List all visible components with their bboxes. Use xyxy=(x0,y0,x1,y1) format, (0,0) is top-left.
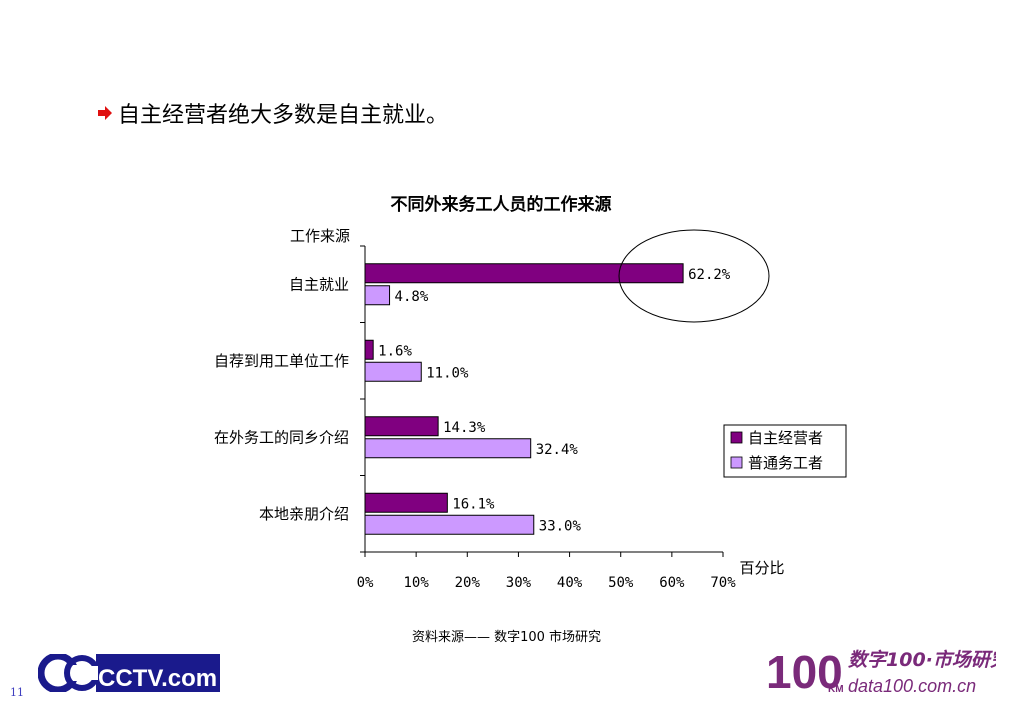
red-arrow-icon xyxy=(98,106,112,120)
source-note: 资料来源—— 数字100 市场研究 xyxy=(411,630,602,645)
bar-value-label: 11.0% xyxy=(426,365,469,381)
x-tick-label: 40% xyxy=(557,575,583,591)
x-axis-label: 百分比 xyxy=(739,559,784,577)
data100-logo-cn: 数字100·市场研究 xyxy=(848,649,996,671)
bar-value-label: 16.1% xyxy=(452,496,495,512)
bar-value-label: 1.6% xyxy=(378,343,412,359)
bar-series-1 xyxy=(364,492,448,513)
legend-box xyxy=(723,424,847,478)
highlight-ellipse xyxy=(618,229,770,323)
bar-series-2 xyxy=(364,285,391,306)
bar-series-2 xyxy=(364,361,422,382)
headline: 自主经营者绝大多数是自主就业。 xyxy=(96,96,448,130)
legend-swatch-series-1 xyxy=(730,431,743,444)
bar-series-1 xyxy=(364,263,684,284)
y-axis-label: 工作来源 xyxy=(290,227,350,245)
x-tick-label: 20% xyxy=(455,575,481,591)
axes-group xyxy=(360,245,724,557)
data100-logo-km: KM xyxy=(828,684,844,695)
x-tick-labels: 0% 10% 20% 30% 40% 50% 60% 70% xyxy=(357,575,737,591)
bar-value-label: 33.0% xyxy=(539,518,582,534)
category-label: 在外务工的同乡介绍 xyxy=(214,428,349,446)
bar-series-1 xyxy=(364,416,439,437)
legend-label-series-2: 普通务工者 xyxy=(748,454,823,472)
data100-logo-url: data100.com.cn xyxy=(848,676,976,696)
bar-value-label: 14.3% xyxy=(443,420,486,436)
category-label: 自荐到用工单位工作 xyxy=(214,352,349,370)
bar-value-label: 4.8% xyxy=(395,289,429,305)
cctv-logo: CCTV.com xyxy=(38,654,220,692)
bar-series-1 xyxy=(364,339,374,360)
category-label: 本地亲朋介绍 xyxy=(259,505,349,523)
bars-group: 62.2% 4.8% 1.6% 11.0% 14.3% 32.4% 16.1% 33.0% xyxy=(364,263,731,535)
headline-text: 自主经营者绝大多数是自主就业。 xyxy=(118,103,449,128)
x-tick-label: 60% xyxy=(659,575,685,591)
legend-label-series-1: 自主经营者 xyxy=(748,429,823,447)
x-tick-label: 30% xyxy=(506,575,532,591)
cctv-logo-text: CCTV.com xyxy=(98,665,217,692)
bar-series-2 xyxy=(364,514,535,535)
page-number: 11 xyxy=(10,686,24,699)
bar-chart: 不同外来务工人员的工作来源 工作来源 百分比 62.2% 4.8% 1.6% 11.0… xyxy=(214,194,847,591)
bar-value-label: 62.2% xyxy=(688,267,731,283)
x-tick-label: 50% xyxy=(608,575,634,591)
data100-logo-number: 100 xyxy=(766,646,843,698)
x-tick-label: 10% xyxy=(403,575,429,591)
legend-swatch-series-2 xyxy=(730,456,743,469)
category-label: 自主就业 xyxy=(289,275,349,293)
x-tick-label: 70% xyxy=(710,575,736,591)
data100-logo: 100 数字100·市场研究 KM data100.com.cn xyxy=(766,646,996,698)
legend: 自主经营者 普通务工者 xyxy=(723,424,847,478)
bar-value-label: 32.4% xyxy=(536,442,579,458)
x-tick-label: 0% xyxy=(357,575,374,591)
chart-title: 不同外来务工人员的工作来源 xyxy=(391,194,612,215)
bar-series-2 xyxy=(364,438,532,459)
